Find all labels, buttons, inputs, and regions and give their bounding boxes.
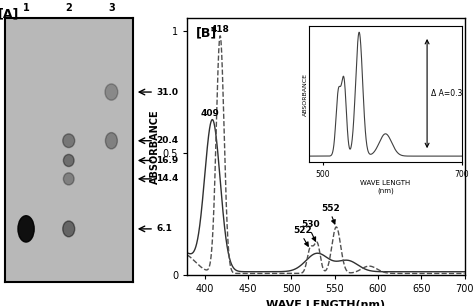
- Ellipse shape: [18, 216, 34, 242]
- Text: 6.1: 6.1: [156, 224, 172, 233]
- Ellipse shape: [105, 132, 118, 149]
- Ellipse shape: [105, 84, 118, 100]
- Text: 409: 409: [201, 109, 219, 118]
- Ellipse shape: [64, 155, 74, 166]
- Text: [A]: [A]: [0, 8, 20, 21]
- Ellipse shape: [63, 134, 75, 147]
- Text: 20.4: 20.4: [156, 136, 178, 145]
- Ellipse shape: [64, 173, 74, 185]
- X-axis label: WAVE LENGTH(nm): WAVE LENGTH(nm): [266, 300, 385, 306]
- Text: 16.9: 16.9: [156, 156, 178, 165]
- Text: [B]: [B]: [196, 26, 217, 39]
- Text: 14.4: 14.4: [156, 174, 179, 183]
- Y-axis label: ABSORBANCE: ABSORBANCE: [150, 110, 160, 184]
- Text: 418: 418: [211, 25, 229, 34]
- Ellipse shape: [63, 221, 75, 237]
- Text: 530: 530: [301, 220, 319, 229]
- Text: 522: 522: [293, 226, 312, 235]
- Text: 552: 552: [322, 204, 340, 213]
- Text: 31.0: 31.0: [156, 88, 178, 97]
